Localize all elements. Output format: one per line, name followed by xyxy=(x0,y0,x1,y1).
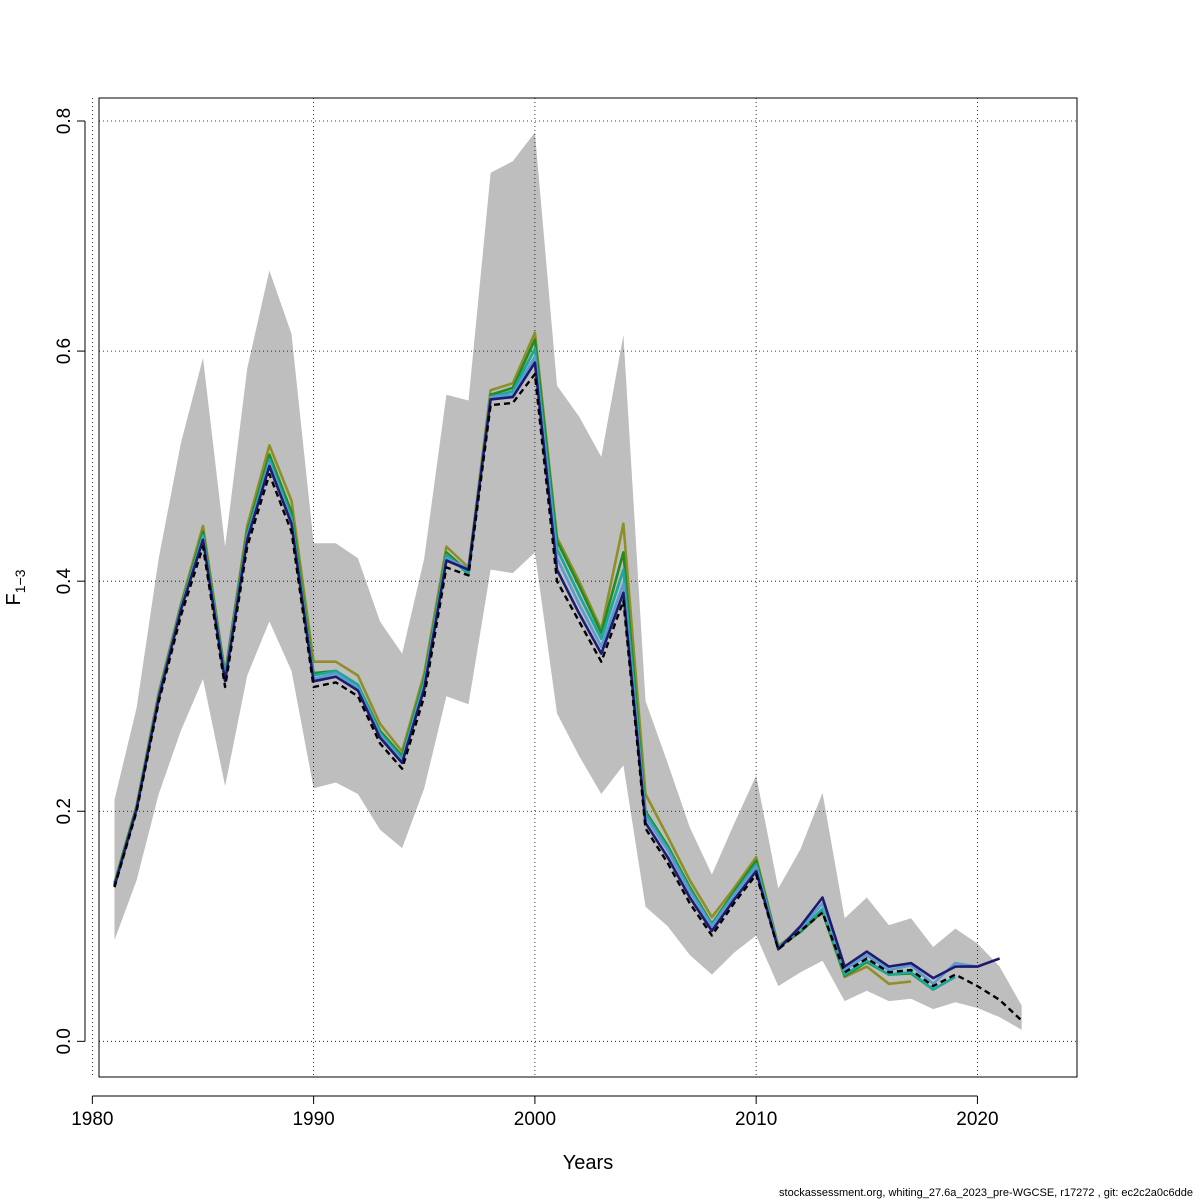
footer-credit: stockassessment.org, whiting_27.6a_2023_… xyxy=(779,1187,1193,1199)
grid-layer xyxy=(91,98,1077,1077)
y-tick-label: 0.8 xyxy=(54,108,75,134)
series-layer xyxy=(113,331,1023,1022)
x-axis: 1980 1990 2000 2010 2020 xyxy=(71,1095,999,1130)
x-tick-label: 2010 xyxy=(735,1109,777,1130)
y-axis-title: F1−3 xyxy=(3,569,28,605)
series-line-total xyxy=(113,372,1023,1022)
series-line xyxy=(113,361,1001,980)
y-tick-label: 0.0 xyxy=(54,1028,75,1054)
y-axis: 0.0 0.2 0.4 0.6 0.8 xyxy=(54,108,86,1055)
y-tick-label: 0.6 xyxy=(54,338,75,364)
y-axis-title-subscript: 1−3 xyxy=(12,569,28,593)
x-tick-label: 1980 xyxy=(71,1109,113,1130)
x-tick-label: 1990 xyxy=(292,1109,334,1130)
x-axis-title: Years xyxy=(563,1152,613,1174)
x-tick-label: 2000 xyxy=(514,1109,556,1130)
y-axis-title-main: F xyxy=(3,593,25,605)
y-tick-label: 0.2 xyxy=(54,798,75,824)
x-tick-label: 2020 xyxy=(956,1109,998,1130)
plot-frame xyxy=(98,97,1078,1078)
y-tick-label: 0.4 xyxy=(54,568,75,595)
